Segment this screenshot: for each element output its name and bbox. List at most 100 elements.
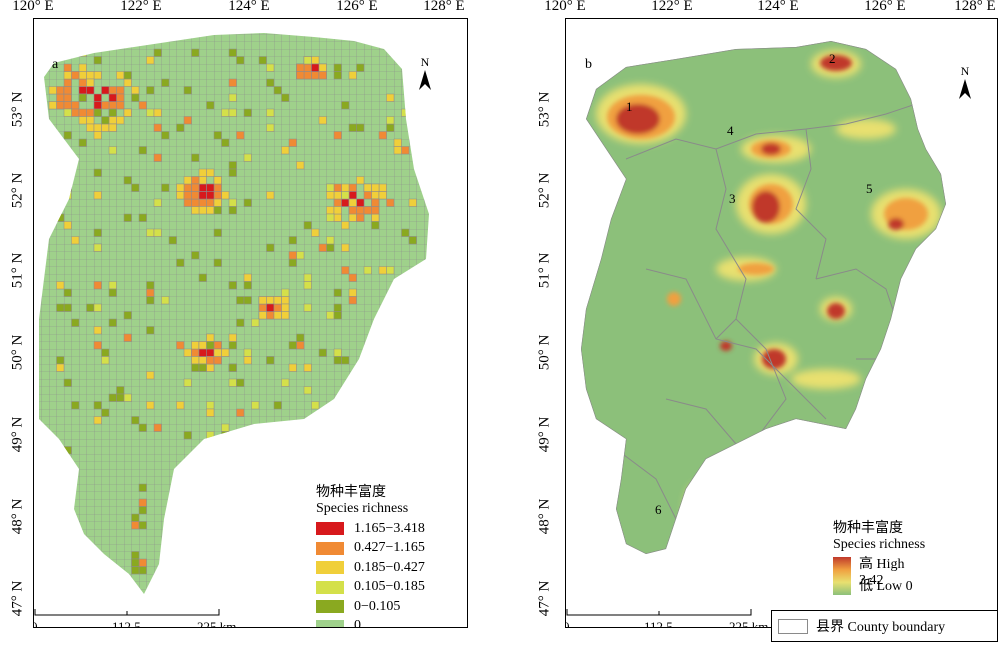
lat-tick: 48° N <box>9 498 26 535</box>
lat-tick: 48° N <box>536 498 553 535</box>
richness-cell <box>348 213 357 222</box>
richness-cell <box>356 206 365 215</box>
richness-cell <box>131 551 140 560</box>
richness-cell <box>191 251 200 260</box>
richness-cell <box>243 108 252 117</box>
richness-cell <box>86 108 95 117</box>
richness-cell <box>386 311 395 320</box>
north-label: N <box>420 55 430 69</box>
richness-cell <box>326 206 335 215</box>
richness-cell <box>146 401 155 410</box>
richness-cell <box>191 341 200 350</box>
richness-cell <box>63 63 72 72</box>
richness-cell <box>78 93 87 102</box>
richness-cell <box>206 198 215 207</box>
richness-cell <box>393 138 402 147</box>
richness-cell <box>408 198 417 207</box>
richness-cell <box>63 101 72 110</box>
richness-cell <box>131 513 140 522</box>
richness-cell <box>341 266 350 275</box>
richness-cell <box>386 341 395 350</box>
richness-cell <box>206 401 215 410</box>
richness-cell <box>311 71 320 80</box>
richness-cell <box>213 348 222 357</box>
north-label: N <box>960 64 970 78</box>
richness-cell <box>123 71 132 80</box>
richness-cell <box>138 146 147 155</box>
richness-cell <box>341 243 350 252</box>
legend-swatch <box>316 541 344 555</box>
ramp-high-label: 高 High 3.42 <box>859 557 905 589</box>
richness-cell <box>108 108 117 117</box>
legend-item: 0.427−1.165 <box>316 539 425 559</box>
richness-cell <box>63 183 72 192</box>
richness-cell <box>93 71 102 80</box>
richness-cell <box>93 303 102 312</box>
richness-cell <box>326 236 335 245</box>
legend-ramp: 高 High 3.42 低 Low 0 <box>833 557 925 599</box>
richness-cell <box>318 71 327 80</box>
richness-cell <box>131 558 140 567</box>
scale-label: 225 km <box>197 619 237 628</box>
richness-cell <box>71 236 80 245</box>
richness-cell <box>356 63 365 72</box>
richness-cell <box>288 258 297 267</box>
legend-item: 0.105−0.185 <box>316 578 425 598</box>
lat-tick: 50° N <box>536 334 553 371</box>
richness-cell <box>408 348 417 357</box>
richness-cell <box>153 153 162 162</box>
richness-cell <box>176 123 185 132</box>
richness-cell <box>311 56 320 65</box>
richness-cell <box>86 123 95 132</box>
lat-tick: 49° N <box>536 416 553 453</box>
richness-cell <box>146 86 155 95</box>
richness-cell <box>213 258 222 267</box>
richness-cell <box>378 371 387 380</box>
richness-cell <box>401 108 410 117</box>
richness-cell <box>191 198 200 207</box>
richness-cell <box>191 183 200 192</box>
richness-cell <box>198 176 207 185</box>
panel-b: 120° E 122° E 124° E 126° E 128° E 53° N… <box>525 0 1000 647</box>
legend-swatch <box>316 522 344 536</box>
richness-cell <box>386 116 395 125</box>
hotspot-cores <box>607 55 928 534</box>
richness-cell <box>153 48 162 57</box>
richness-cell <box>401 228 410 237</box>
richness-cell <box>333 288 342 297</box>
richness-cell <box>191 348 200 357</box>
legend-label: 0.427−1.165 <box>354 540 425 556</box>
richness-cell <box>206 356 215 365</box>
richness-cell <box>198 348 207 357</box>
richness-cell <box>146 56 155 65</box>
richness-cell <box>161 183 170 192</box>
richness-cell <box>341 356 350 365</box>
richness-cell <box>116 101 125 110</box>
richness-cell <box>108 288 117 297</box>
richness-cell <box>318 243 327 252</box>
region-outline <box>581 41 946 554</box>
richness-cell <box>198 206 207 215</box>
richness-cell <box>363 401 372 410</box>
richness-cell <box>243 348 252 357</box>
richness-cell <box>333 206 342 215</box>
richness-cell <box>273 86 282 95</box>
richness-cell <box>236 56 245 65</box>
richness-cell <box>93 131 102 140</box>
legend-item: 0−0.105 <box>316 597 425 617</box>
richness-cell <box>206 191 215 200</box>
richness-cell <box>348 446 357 455</box>
richness-cell <box>318 63 327 72</box>
scale-label: 112.5 <box>112 619 141 628</box>
richness-cell <box>63 288 72 297</box>
richness-cell <box>273 303 282 312</box>
richness-cell <box>63 86 72 95</box>
richness-cell <box>243 153 252 162</box>
richness-cell <box>191 356 200 365</box>
richness-cell <box>273 296 282 305</box>
richness-cell <box>101 408 110 417</box>
richness-cell <box>71 401 80 410</box>
richness-cell <box>86 303 95 312</box>
richness-cell <box>138 506 147 515</box>
richness-cell <box>348 191 357 200</box>
